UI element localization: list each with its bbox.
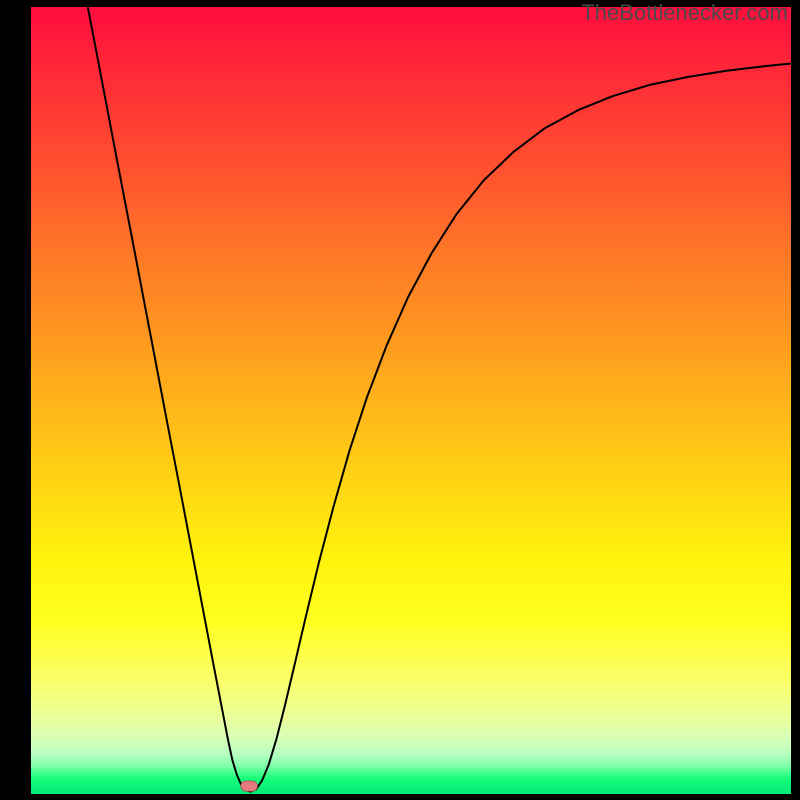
curve-left-branch [88, 8, 251, 792]
stage: TheBottlenecker.com [0, 0, 800, 800]
watermark-text: TheBottlenecker.com [581, 0, 788, 26]
bottleneck-marker [241, 781, 258, 791]
plot-area [31, 7, 791, 794]
chart-overlay [31, 7, 791, 794]
curve-right-branch [251, 64, 791, 792]
